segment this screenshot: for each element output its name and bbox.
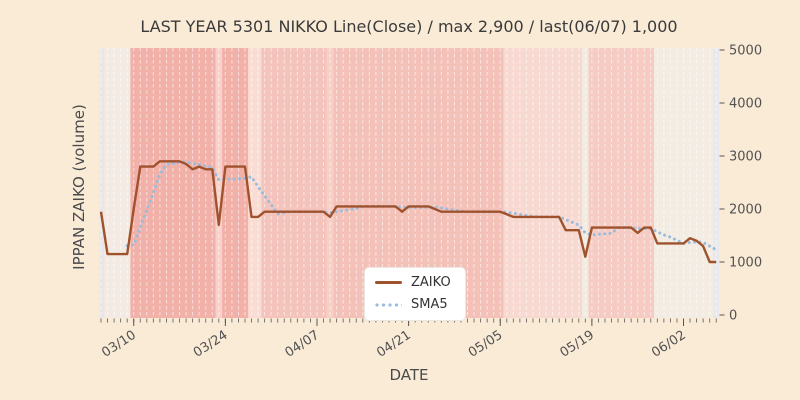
background-band <box>99 48 105 318</box>
legend-label-sma5: SMA5 <box>411 297 448 312</box>
y-tick-label: 3000 <box>729 150 762 165</box>
legend: ZAIKO SMA5 <box>364 267 466 321</box>
y-tick-label: 4000 <box>729 97 762 112</box>
x-tick-label: 03/24 <box>191 328 231 361</box>
y-tick-label: 0 <box>729 309 737 324</box>
sma5-dotted-swatch <box>375 302 402 307</box>
background-band <box>588 48 655 318</box>
y-tick-label: 2000 <box>729 203 762 218</box>
zaiko-line-swatch <box>375 281 402 284</box>
background-band <box>104 48 131 318</box>
y-tick-label: 5000 <box>729 44 762 59</box>
background-band <box>503 48 583 318</box>
x-tick-label: 04/07 <box>283 328 323 361</box>
x-tick-label: 05/19 <box>557 328 597 361</box>
zaiko-line <box>99 160 717 264</box>
chart-title: LAST YEAR 5301 NIKKO Line(Close) / max 2… <box>140 17 678 36</box>
y-axis-label: IPPAN ZAIKO (volume) <box>70 104 88 270</box>
background-band <box>222 48 249 318</box>
background-band <box>261 48 327 318</box>
background-band <box>248 48 262 318</box>
legend-item-sma5: SMA5 <box>375 297 451 312</box>
x-axis-label: DATE <box>389 366 429 384</box>
x-tick-label: 03/10 <box>99 328 139 361</box>
x-tick-label: 06/02 <box>649 328 689 361</box>
x-tick-label: 04/21 <box>374 328 414 361</box>
legend-item-zaiko: ZAIKO <box>375 275 451 290</box>
legend-label-zaiko: ZAIKO <box>411 275 451 290</box>
y-tick-label: 1000 <box>729 256 762 271</box>
x-tick-label: 05/05 <box>466 328 506 361</box>
